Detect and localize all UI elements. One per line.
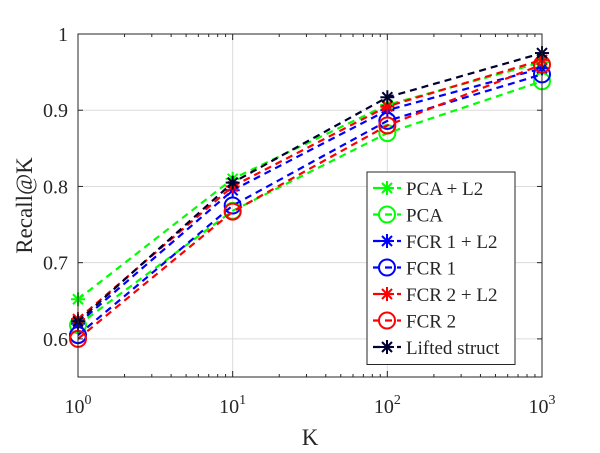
- legend-label: FCR 2: [406, 312, 456, 333]
- legend-item: PCA + L2: [373, 179, 483, 200]
- y-tick-label: 0.8: [43, 176, 68, 198]
- x-axis-label: K: [302, 425, 319, 450]
- x-tick-label: 101: [219, 393, 246, 418]
- y-tick-label: 0.9: [43, 100, 68, 122]
- y-tick-label: 0.6: [43, 329, 68, 351]
- x-tick-label: 103: [529, 393, 556, 418]
- legend: PCA + L2 PCA FCR 1 + L2 FCR 1 FCR 2 + L2 FCR …: [366, 171, 516, 365]
- legend-item: Lifted struct: [373, 338, 500, 359]
- data-point: [223, 196, 242, 215]
- legend-label: FCR 1: [406, 259, 456, 280]
- legend-item: FCR 1 + L2: [373, 232, 497, 253]
- ticks: [77, 33, 543, 377]
- y-tick-label: 0.7: [43, 253, 68, 275]
- y-axis-label: Recall@K: [12, 157, 37, 254]
- axes-box: [77, 33, 543, 378]
- legend-item: FCR 2: [373, 311, 456, 333]
- data-point: [225, 175, 240, 190]
- data-point: [223, 202, 242, 221]
- y-tick-label: 1: [58, 24, 68, 46]
- series-line: [77, 67, 543, 325]
- x-tick-label: 102: [374, 393, 401, 418]
- legend-label: Lifted struct: [406, 338, 500, 359]
- data-point: [378, 116, 397, 135]
- legend-label: PCA + L2: [406, 179, 483, 200]
- legend-marker: [378, 205, 396, 224]
- legend-item: PCA: [373, 205, 443, 227]
- legend-marker: [380, 287, 394, 301]
- legend-item: FCR 1: [373, 258, 456, 280]
- legend-label: FCR 2 + L2: [406, 285, 497, 306]
- legend-marker: [378, 311, 396, 330]
- legend-label: PCA: [406, 206, 443, 227]
- legend-marker: [380, 340, 394, 354]
- series-line: [77, 58, 543, 320]
- legend-item: FCR 2 + L2: [373, 285, 497, 306]
- legend-marker: [380, 181, 394, 195]
- legend-marker: [378, 258, 396, 277]
- legend-label: FCR 1 + L2: [406, 232, 497, 253]
- series-line: [77, 80, 543, 327]
- x-tick-labels: 100 101 102 103: [65, 393, 556, 418]
- x-tick-label: 100: [65, 393, 92, 418]
- y-tick-labels: 0.6 0.7 0.8 0.9 1: [43, 24, 68, 351]
- series-line: [77, 63, 543, 340]
- data-point: [380, 90, 395, 105]
- legend-marker: [380, 234, 394, 248]
- series-line: [77, 73, 543, 336]
